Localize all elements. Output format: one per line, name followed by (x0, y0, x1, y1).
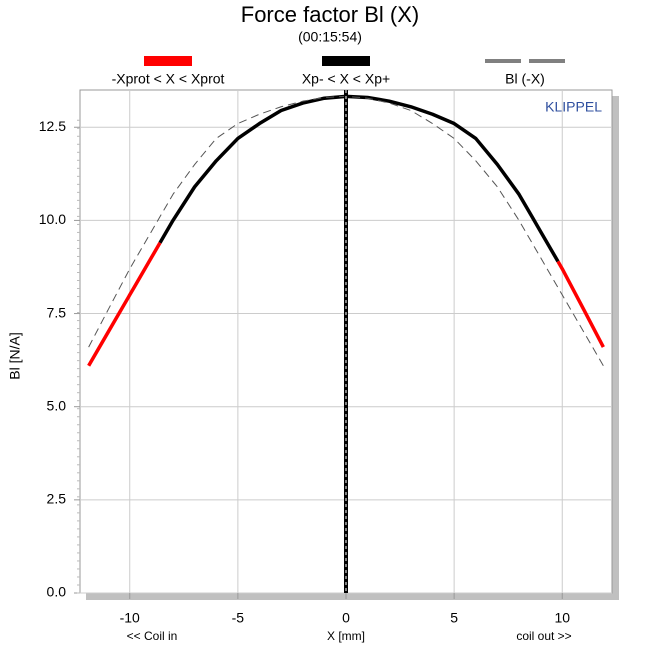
brand-label: KLIPPEL (545, 99, 602, 115)
chart-subtitle: (00:15:54) (298, 29, 362, 45)
annotation: coil out >> (516, 629, 571, 643)
x-axis-label: X [mm] (327, 629, 365, 643)
plot-shadow (86, 593, 619, 600)
y-tick-label: 0.0 (47, 584, 67, 600)
y-tick-label: 7.5 (47, 304, 67, 320)
series-line (158, 94, 560, 263)
x-tick-label: 5 (450, 610, 458, 626)
y-tick-label: 12.5 (39, 118, 66, 134)
y-tick-label: 10.0 (39, 211, 66, 227)
legend-label: Xp- < X < Xp+ (302, 71, 390, 87)
x-tick-label: -10 (120, 610, 140, 626)
x-tick-label: 0 (342, 610, 350, 626)
legend-swatch (322, 56, 370, 66)
annotation: << Coil in (127, 629, 178, 643)
plot-shadow (612, 96, 619, 600)
y-axis-label: Bl [N/A] (7, 332, 23, 379)
chart-title: Force factor Bl (X) (241, 2, 419, 27)
lines (87, 94, 605, 367)
x-tick-label: 10 (554, 610, 570, 626)
legend-label: Bl (-X) (505, 71, 545, 87)
y-tick-label: 5.0 (47, 397, 67, 413)
x-tick-label: -5 (232, 610, 245, 626)
series-line (87, 241, 605, 367)
legend-label: -Xprot < X < Xprot (112, 71, 225, 87)
legend-swatch (144, 56, 192, 66)
y-tick-label: 2.5 (47, 491, 67, 507)
